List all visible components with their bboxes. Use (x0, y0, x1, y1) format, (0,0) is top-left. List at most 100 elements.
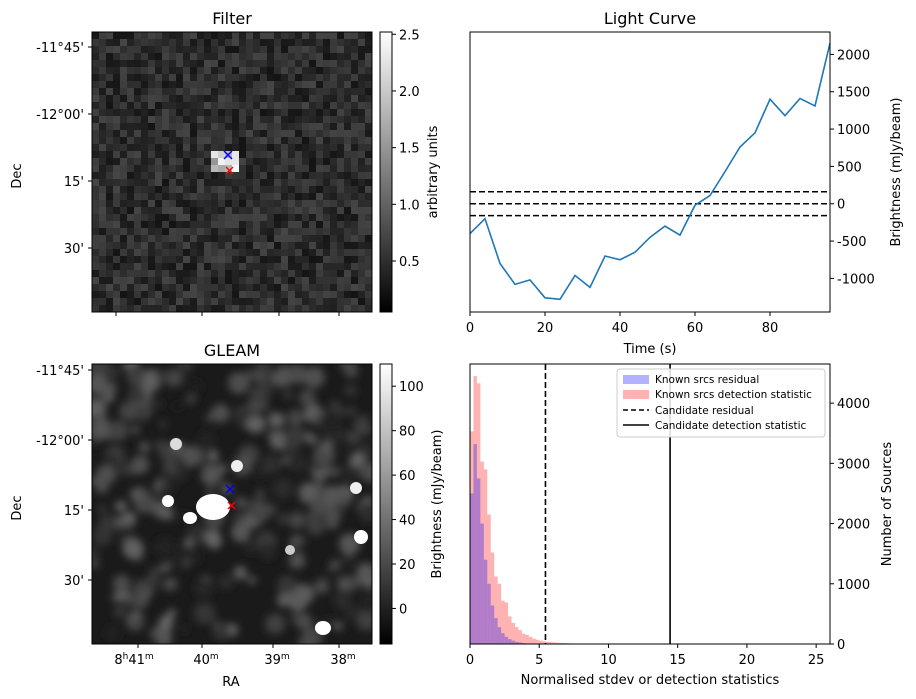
filter-pixel (162, 165, 170, 173)
filter-pixel (190, 186, 198, 194)
filter-pixel (99, 39, 107, 47)
filter-pixel (267, 130, 275, 138)
filter-pixel (155, 270, 163, 278)
filter-pixel (92, 277, 100, 285)
filter-pixel (302, 242, 310, 250)
filter-pixel (99, 46, 107, 54)
filter-pixel (204, 151, 212, 159)
filter-pixel (225, 214, 233, 222)
filter-pixel (169, 186, 177, 194)
filter-pixel (253, 263, 261, 271)
filter-pixel (337, 74, 345, 82)
filter-pixel (134, 144, 142, 152)
filter-pixel (127, 200, 135, 208)
filter-pixel (302, 32, 310, 40)
filter-pixel (232, 207, 240, 215)
filter-pixel (134, 151, 142, 159)
filter-pixel (113, 144, 121, 152)
filter-pixel (323, 305, 331, 313)
filter-pixel (295, 109, 303, 117)
filter-pixel (92, 186, 100, 194)
filter-pixel (218, 242, 226, 250)
filter-pixel (351, 88, 359, 96)
filter-pixel (302, 165, 310, 173)
filter-pixel (113, 284, 121, 292)
gleam-noise-blob (265, 428, 274, 437)
filter-pixel (267, 109, 275, 117)
gleam-noise-blob (200, 464, 222, 486)
filter-pixel (120, 151, 128, 159)
filter-pixel (197, 298, 205, 306)
filter-pixel (176, 221, 184, 229)
filter-pixel (148, 32, 156, 40)
filter-pixel (330, 74, 338, 82)
filter-pixel (169, 116, 177, 124)
gleam-noise-blob (155, 370, 168, 382)
filter-pixel (183, 270, 191, 278)
filter-pixel (211, 277, 219, 285)
gleam-dec-tick-label: 15' (64, 504, 84, 519)
filter-pixel (302, 228, 310, 236)
gleam-noise-blob (130, 455, 150, 475)
gleam-noise-blob (288, 552, 306, 569)
filter-pixel (288, 298, 296, 306)
filter-pixel (127, 270, 135, 278)
filter-pixel (148, 53, 156, 61)
gleam-noise-blob (298, 482, 318, 502)
filter-pixel (211, 207, 219, 215)
filter-pixel (162, 109, 170, 117)
filter-pixel (309, 137, 317, 145)
filter-pixel (330, 305, 338, 313)
filter-pixel (190, 144, 198, 152)
filter-pixel (134, 249, 142, 257)
filter-pixel (218, 256, 226, 264)
filter-pixel (183, 200, 191, 208)
filter-pixel (365, 116, 373, 124)
filter-pixel (253, 67, 261, 75)
filter-pixel (358, 291, 366, 299)
filter-pixel (232, 305, 240, 313)
filter-pixel (232, 242, 240, 250)
filter-pixel (155, 67, 163, 75)
filter-pixel (225, 270, 233, 278)
filter-pixel (358, 193, 366, 201)
filter-pixel (351, 74, 359, 82)
filter-pixel (92, 221, 100, 229)
filter-pixel (246, 67, 254, 75)
filter-pixel (134, 207, 142, 215)
filter-pixel (330, 270, 338, 278)
filter-pixel (358, 151, 366, 159)
filter-pixel (162, 172, 170, 180)
filter-pixel (218, 200, 226, 208)
filter-pixel (358, 256, 366, 264)
filter-pixel (155, 291, 163, 299)
filter-pixel (190, 291, 198, 299)
histogram-ylabel: Number of Sources (880, 442, 895, 567)
filter-colorbar-label: arbitrary units (426, 125, 441, 218)
filter-pixel (302, 298, 310, 306)
filter-pixel (253, 172, 261, 180)
filter-pixel (351, 235, 359, 243)
filter-pixel (323, 39, 331, 47)
light-curve-ytick-label: 1500 (837, 86, 870, 101)
filter-pixel (92, 214, 100, 222)
gleam-noise-blob (319, 412, 341, 434)
filter-pixel (162, 207, 170, 215)
filter-pixel (113, 207, 121, 215)
gleam-noise-blob (357, 420, 370, 432)
gleam-noise-blob (92, 558, 100, 569)
filter-pixel (288, 151, 296, 159)
filter-pixel (113, 109, 121, 117)
filter-pixel (225, 81, 233, 89)
gleam-noise-blob (117, 461, 132, 477)
filter-pixel (267, 242, 275, 250)
filter-pixel (120, 88, 128, 96)
filter-pixel (225, 298, 233, 306)
filter-pixel (309, 165, 317, 173)
filter-pixel (113, 95, 121, 103)
filter-pixel (316, 207, 324, 215)
detection-bar (508, 616, 512, 644)
gleam-noise-blob (102, 390, 115, 403)
filter-pixel (246, 298, 254, 306)
